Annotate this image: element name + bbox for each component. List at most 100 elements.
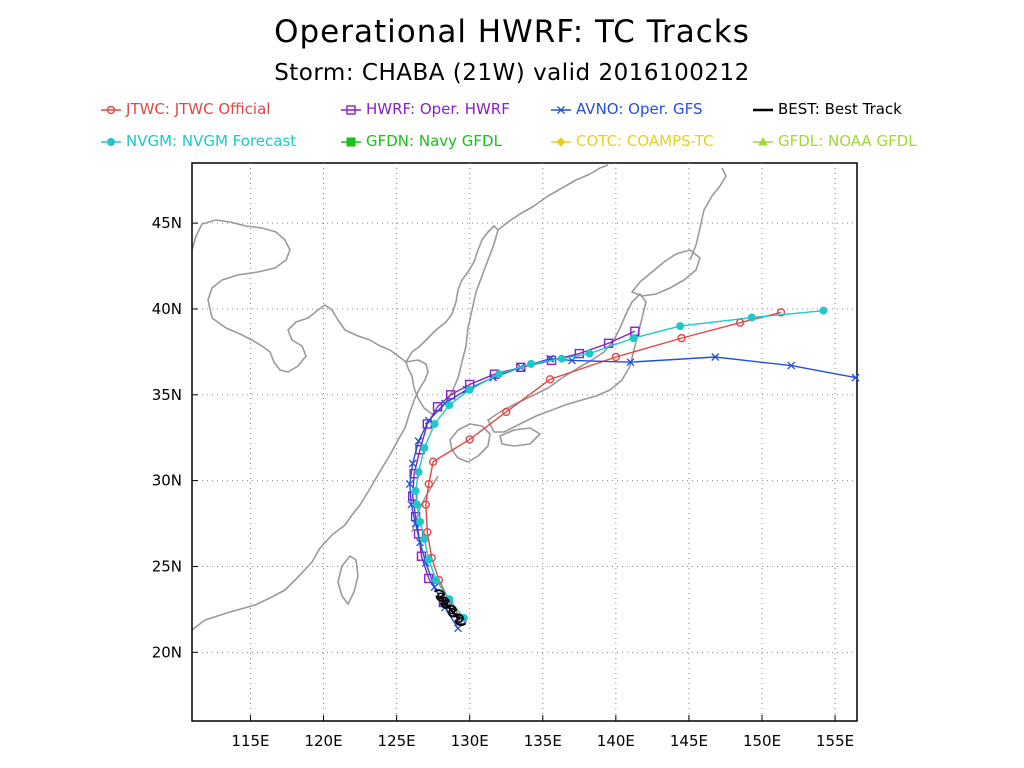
taiwan	[337, 555, 359, 605]
track-point-best	[433, 589, 448, 602]
gridlines	[192, 163, 857, 721]
track-line-avno	[409, 356, 856, 629]
shikoku	[499, 427, 541, 447]
track-point-avno	[626, 358, 635, 367]
y-tick-label: 30N	[152, 472, 182, 490]
chart-title: Operational HWRF: TC Tracks	[274, 14, 750, 50]
track-line-jtwc	[425, 311, 782, 622]
series-hwrf	[407, 326, 640, 625]
x-tick-label: 125E	[378, 732, 416, 750]
legend-marker	[106, 105, 116, 114]
track-point-nvgm	[430, 419, 439, 428]
track-point-nvgm	[465, 385, 474, 394]
x-tick-label: 150E	[743, 732, 781, 750]
track-point-best	[452, 613, 467, 626]
track-point-nvgm	[432, 576, 441, 585]
legend-marker	[557, 105, 565, 114]
track-point-avno	[851, 373, 860, 382]
track-point-nvgm	[527, 359, 536, 368]
kyushu	[449, 423, 491, 463]
track-point-jtwc	[677, 333, 686, 343]
track-point-nvgm	[494, 370, 503, 379]
y-tick-label: 40N	[152, 300, 182, 318]
track-point-avno	[408, 459, 417, 468]
legend-item-hwrf: HWRF: Oper. HWRF	[340, 100, 510, 118]
legend-label: BEST: Best Track	[778, 100, 902, 118]
track-point-nvgm	[420, 535, 429, 544]
track-point-nvgm	[416, 517, 424, 526]
track-point-avno	[787, 361, 796, 370]
legend-label: COTC: COAMPS-TC	[576, 132, 714, 150]
track-point-nvgm	[420, 444, 429, 453]
track-point-jtwc	[611, 352, 621, 362]
track-point-nvgm	[411, 486, 420, 495]
legend-label: AVNO: Oper. GFS	[576, 100, 703, 118]
legend-marker	[346, 137, 356, 146]
korea-coast	[405, 225, 499, 415]
track-point-hwrf	[516, 362, 526, 373]
track-point-jtwc	[465, 435, 474, 444]
hokkaido	[631, 249, 701, 297]
legend-item-gfdn: GFDN: Navy GFDL	[340, 132, 502, 150]
legend-label: NVGM: NVGM Forecast	[126, 132, 297, 150]
legend-item-nvgm: NVGM: NVGM Forecast	[100, 132, 296, 150]
track-point-jtwc	[428, 457, 438, 466]
x-tick-label: 120E	[304, 732, 342, 750]
track-point-hwrf	[574, 348, 585, 359]
russia-coast	[497, 164, 609, 231]
x-tick-label: 135E	[524, 732, 562, 750]
axis-ticks: 115E 120E 125E 130E 135E 140E 145E 150E 155E 20N 2…	[152, 214, 854, 750]
track-point-avno	[414, 437, 423, 446]
y-tick-label: 20N	[152, 643, 182, 661]
track-point-nvgm	[414, 468, 423, 477]
track-point-avno	[407, 500, 416, 509]
track-point-nvgm	[424, 555, 433, 564]
y-tick-label: 45N	[152, 214, 182, 232]
legend-swatch	[753, 108, 773, 111]
plot-frame	[191, 162, 858, 722]
track-point-avno	[430, 583, 439, 592]
coastline-map	[191, 164, 727, 631]
chart-subtitle: Storm: CHABA (21W) valid 2016100212	[274, 60, 750, 86]
sakhalin-island	[689, 167, 727, 261]
series-jtwc	[421, 308, 786, 626]
track-point-best-eye	[456, 616, 463, 623]
legend-swatch	[341, 104, 361, 115]
track-point-best-eye	[448, 607, 456, 615]
track-point-jtwc	[776, 308, 786, 317]
x-tick-label: 145E	[670, 732, 708, 750]
series-best	[433, 589, 467, 626]
track-point-jtwc	[424, 479, 433, 489]
track-line-hwrf	[411, 330, 636, 621]
track-point-best	[445, 604, 459, 618]
track-point-avno	[568, 356, 576, 365]
x-tick-label: 155E	[816, 732, 854, 750]
legend-item-best: BEST: Best Track	[752, 100, 902, 118]
track-point-nvgm	[585, 349, 594, 358]
track-point-jtwc	[502, 407, 511, 417]
track-point-nvgm	[819, 306, 828, 315]
track-point-nvgm	[413, 500, 422, 509]
track-point-jtwc	[423, 527, 432, 537]
x-tick-label: 130E	[451, 732, 489, 750]
legend-swatch	[341, 137, 361, 146]
x-tick-label: 140E	[597, 732, 635, 750]
y-tick-label: 35N	[152, 386, 182, 404]
legend-item-cotc: COTC: COAMPS-TC	[550, 132, 713, 150]
legend-marker	[758, 136, 768, 145]
track-point-nvgm	[747, 313, 756, 322]
legend-swatch	[101, 105, 121, 114]
track-point-nvgm	[629, 334, 638, 343]
legend-item-jtwc: JTWC: JTWC Official	[100, 100, 270, 118]
track-point-jtwc	[545, 375, 555, 384]
track-point-hwrf	[416, 551, 427, 561]
legend-swatch	[551, 136, 571, 147]
legend-marker	[346, 104, 356, 115]
legend-item-avno: AVNO: Oper. GFS	[550, 100, 703, 118]
legend-item-gfdl: GFDL: NOAA GFDL	[752, 132, 917, 150]
legend-label: JTWC: JTWC Official	[126, 100, 271, 118]
x-tick-label: 115E	[231, 732, 269, 750]
track-point-jtwc	[421, 500, 431, 509]
legend-swatch	[101, 137, 121, 146]
